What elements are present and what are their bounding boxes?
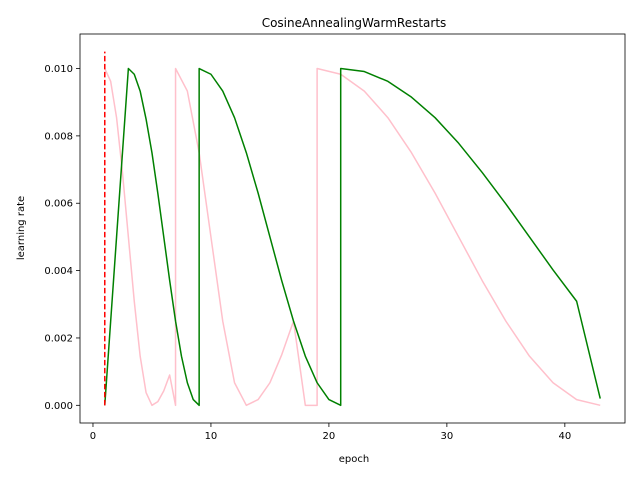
- x-tick-label: 10: [205, 431, 218, 442]
- x-tick-label: 20: [323, 431, 336, 442]
- chart-title: CosineAnnealingWarmRestarts: [262, 16, 447, 30]
- x-tick-label: 0: [90, 431, 96, 442]
- y-axis-label: learning rate: [16, 196, 27, 260]
- x-tick-label: 30: [441, 431, 454, 442]
- y-tick-label: 0.008: [44, 131, 73, 142]
- series-line-0: [104, 67, 601, 407]
- series-line-1: [104, 67, 601, 407]
- x-axis: 0 10 20 30 40: [90, 423, 571, 442]
- y-axis: 0.000 0.002 0.004 0.006 0.008 0.010: [44, 64, 80, 412]
- y-tick-label: 0.000: [44, 401, 73, 412]
- plot-frame: [79, 33, 626, 424]
- series-layer: [104, 51, 601, 407]
- x-axis-label: epoch: [339, 454, 369, 465]
- y-tick-label: 0.010: [44, 64, 73, 75]
- y-tick-label: 0.006: [44, 199, 73, 210]
- y-tick-label: 0.002: [44, 333, 73, 344]
- y-tick-label: 0.004: [44, 266, 73, 277]
- x-tick-label: 40: [558, 431, 571, 442]
